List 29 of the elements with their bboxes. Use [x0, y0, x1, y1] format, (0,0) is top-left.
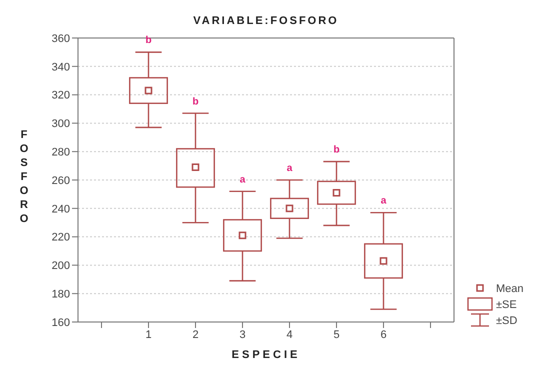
- y-tick-label: 280: [52, 146, 70, 159]
- annotation: a: [286, 163, 293, 174]
- y-tick-label: 320: [52, 90, 70, 102]
- y-axis-title: FOSFORO: [20, 129, 29, 225]
- text: ±SD: [496, 315, 518, 327]
- y-tick-label: 220: [52, 232, 70, 244]
- annotation: a: [240, 174, 246, 186]
- x-axis-title: ESPECIE: [232, 349, 300, 361]
- chart-title: VARIABLE:FOSFORO: [193, 15, 339, 27]
- y-tick-label: 240: [52, 203, 70, 216]
- annotation: a: [380, 196, 387, 207]
- x-tick-label: 4: [286, 328, 293, 341]
- y-tick-label: 360: [52, 32, 70, 45]
- y-tick-label: 260: [52, 174, 70, 187]
- text: Mean: [496, 283, 524, 295]
- y-tick-label: 340: [52, 61, 70, 74]
- x-tick-label: 3: [239, 328, 246, 341]
- annotation: b: [145, 35, 152, 46]
- y-tick-label: 180: [52, 288, 70, 301]
- annotation: b: [192, 96, 199, 108]
- x-tick-label: 1: [145, 328, 152, 341]
- text: ±SE: [496, 299, 517, 311]
- x-tick-label: 5: [333, 328, 340, 341]
- y-tick-label: 300: [52, 118, 70, 130]
- y-tick-label: 160: [52, 316, 70, 329]
- annotation: b: [333, 144, 340, 156]
- x-tick-label: 2: [192, 328, 199, 341]
- x-tick-label: 6: [380, 328, 387, 341]
- y-tick-label: 200: [52, 260, 70, 272]
